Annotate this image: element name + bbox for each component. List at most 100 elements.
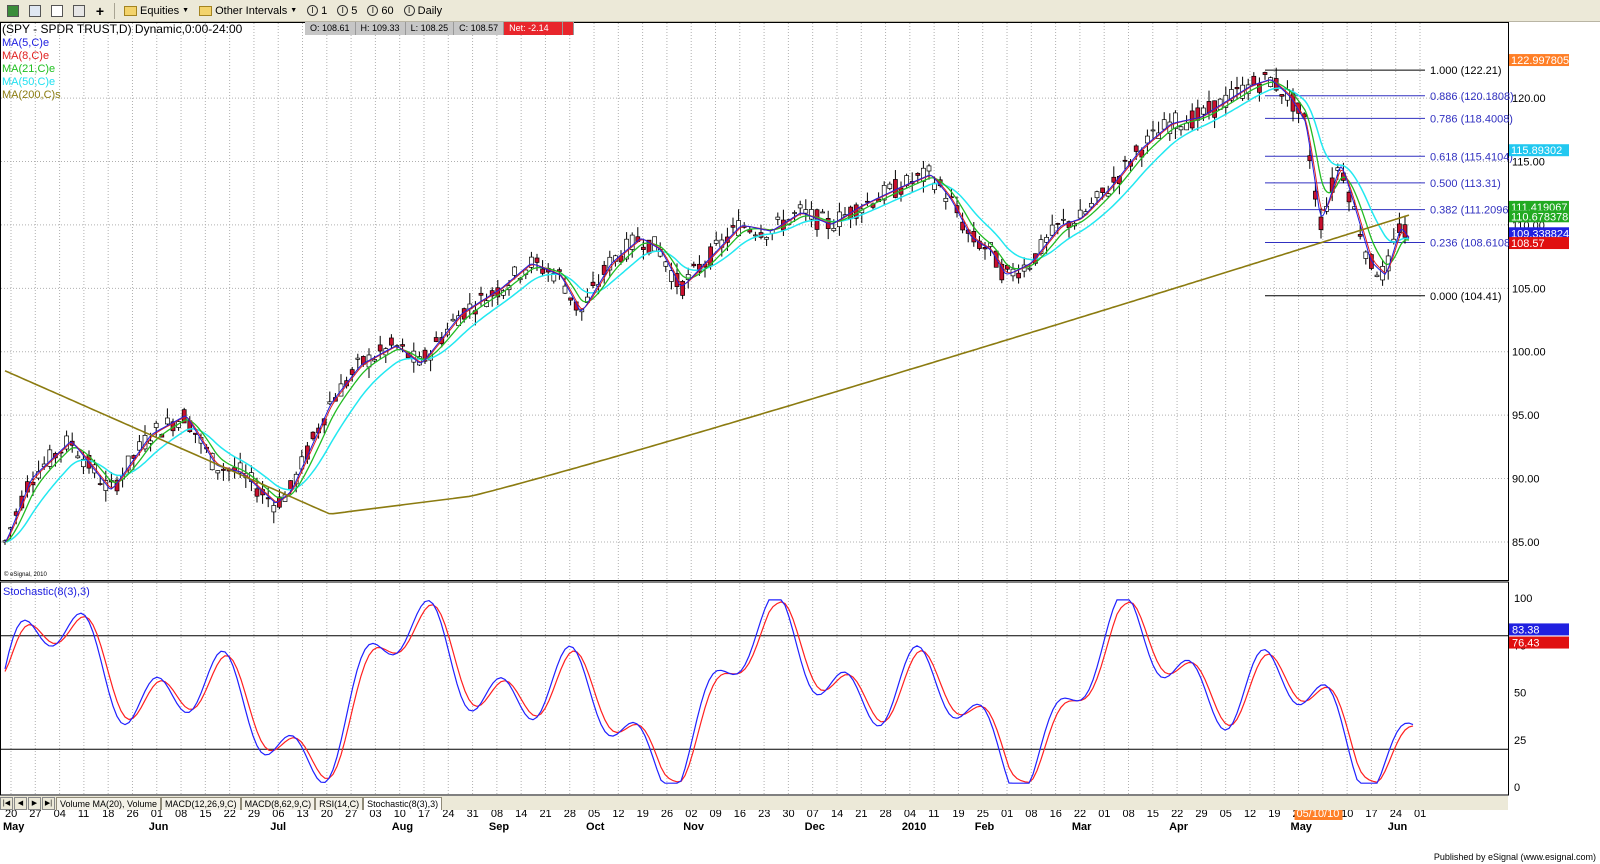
candle-body	[960, 221, 965, 231]
date-axis-day: 09	[710, 808, 722, 820]
candle-body	[540, 268, 545, 274]
candle-body	[389, 337, 394, 346]
daily-button[interactable]: I Daily	[401, 3, 445, 19]
tab-macd-8-62[interactable]: MACD(8,62,9,C)	[240, 796, 316, 810]
candle-body	[669, 270, 674, 282]
tab-rsi[interactable]: RSI(14,C)	[315, 796, 364, 810]
price-axis-label: 115.00	[1512, 157, 1545, 169]
candle-body	[999, 263, 1005, 281]
date-axis-month: Jun	[1388, 821, 1408, 833]
candle-body	[1357, 234, 1363, 237]
candle-body	[1178, 126, 1184, 131]
candle-body	[685, 274, 691, 280]
other-intervals-label: Other Intervals	[215, 4, 288, 17]
date-axis-day: 22	[224, 808, 236, 820]
tab-macd-12-26[interactable]: MACD(12,26,9,C)	[161, 796, 241, 810]
candle-body	[663, 261, 669, 267]
stochastic-d-tag: 76.43	[1512, 638, 1540, 650]
candle-body	[792, 212, 797, 214]
next-tab-icon[interactable]: ▶	[28, 796, 41, 810]
ma50-line	[4, 87, 1410, 543]
layout-icon[interactable]	[70, 3, 88, 19]
candle-body	[64, 435, 69, 450]
date-axis-day: 22	[1074, 808, 1086, 820]
ma-legend-item[interactable]: MA(200,C)s	[2, 89, 61, 101]
date-axis-day: 12	[1244, 808, 1256, 820]
candle-body	[573, 301, 579, 311]
price-tag: 108.57	[1511, 238, 1545, 250]
candle-body	[1161, 119, 1167, 130]
candle-body	[1038, 239, 1044, 254]
interval-60-button[interactable]: I 60	[364, 3, 396, 19]
date-axis-month: Feb	[975, 821, 995, 833]
date-axis-day: 04	[904, 808, 916, 820]
date-axis-day: 08	[1025, 808, 1037, 820]
stochastic-axis-label: 0	[1514, 782, 1520, 794]
price-axis-label: 100.00	[1512, 347, 1546, 359]
price-tag-background	[1509, 227, 1569, 240]
other-intervals-dropdown[interactable]: Other Intervals ▼	[196, 3, 300, 19]
candle-body	[775, 216, 781, 220]
date-axis-day: 08	[175, 808, 187, 820]
candle-body	[764, 237, 769, 240]
folder-icon	[199, 5, 213, 16]
grid-icon[interactable]	[26, 3, 44, 19]
candle-body	[1145, 135, 1150, 144]
candle-body	[377, 344, 383, 352]
candle-body	[103, 480, 109, 491]
candle-body	[1044, 236, 1049, 243]
date-axis-day: 08	[491, 808, 503, 820]
chart-icon[interactable]	[4, 3, 22, 19]
candle-body	[254, 488, 260, 497]
watermark: © eSignal, 2010	[4, 571, 47, 578]
candle-body	[809, 209, 814, 220]
date-axis-day: 29	[248, 808, 260, 820]
candle-body	[982, 246, 988, 250]
date-axis-day: 22	[1171, 808, 1183, 820]
date-axis-day: 01	[151, 808, 163, 820]
date-axis-day: 26	[126, 808, 138, 820]
candle-body	[1111, 176, 1117, 183]
candle-body	[153, 422, 159, 428]
first-tab-icon[interactable]: |◀	[0, 796, 13, 810]
close-value: C: 108.57	[454, 22, 505, 35]
last-tab-icon[interactable]: ▶|	[42, 796, 55, 810]
candle-body	[1251, 75, 1257, 86]
candle-body	[568, 297, 573, 301]
interval-1-button[interactable]: I 1	[304, 3, 330, 19]
tab-volume[interactable]: Volume MA(20), Volume	[56, 796, 162, 810]
date-axis-day: 17	[418, 808, 430, 820]
date-axis-day: 15	[199, 808, 211, 820]
date-axis-day: 24	[1390, 808, 1402, 820]
high-value: H: 109.33	[355, 22, 406, 35]
candle-body	[534, 257, 540, 263]
candle-body	[1374, 274, 1380, 277]
page-icon[interactable]	[48, 3, 66, 19]
date-axis-day: 17	[1365, 808, 1377, 820]
date-axis-day: 04	[54, 808, 66, 820]
equities-label: Equities	[140, 4, 180, 17]
date-axis-day: 02	[685, 808, 697, 820]
candle-body	[1346, 191, 1352, 203]
candle-body	[97, 483, 103, 485]
interval-5-button[interactable]: I 5	[334, 3, 360, 19]
prev-tab-icon[interactable]: ◀	[14, 796, 27, 810]
study-tabs: |◀ ◀ ▶ ▶| Volume MA(20), Volume MACD(12,…	[0, 796, 1508, 810]
ma-legend-item[interactable]: MA(50,C)e	[2, 76, 56, 88]
equities-dropdown[interactable]: Equities ▼	[121, 3, 192, 19]
tab-stochastic[interactable]: Stochastic(8(3),3)	[363, 796, 443, 810]
date-axis-day: 05	[588, 808, 600, 820]
ma-legend-item[interactable]: MA(5,C)e	[2, 37, 50, 49]
candle-body	[887, 183, 893, 189]
price-chart[interactable]: 120.00115.00110.00105.00100.0095.0090.00…	[0, 22, 1600, 834]
price-tag-background	[1509, 210, 1569, 223]
ma-legend-item[interactable]: MA(21,C)e	[2, 63, 56, 75]
add-icon[interactable]: +	[95, 2, 105, 19]
candle-body	[529, 256, 534, 268]
candle-body	[221, 468, 226, 471]
candle-body	[1089, 203, 1094, 208]
ma-legend-item[interactable]: MA(8,C)e	[2, 50, 50, 62]
candle-body	[1133, 145, 1139, 152]
date-axis-day: 18	[102, 808, 114, 820]
date-axis-day: 16	[1050, 808, 1062, 820]
